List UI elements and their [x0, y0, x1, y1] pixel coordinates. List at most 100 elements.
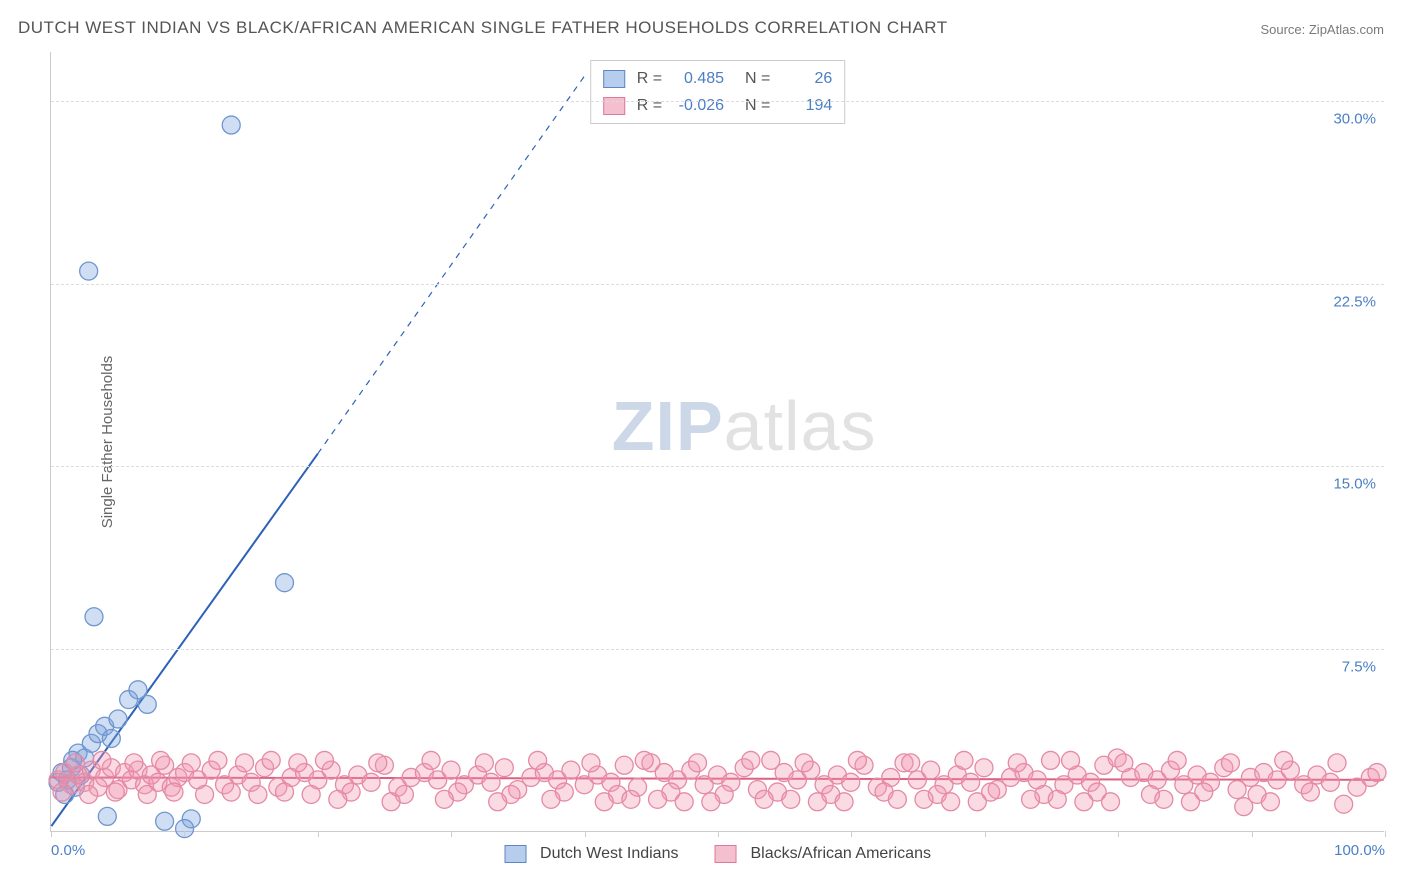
scatter-point — [482, 773, 500, 791]
source-label: Source: ZipAtlas.com — [1260, 22, 1384, 37]
scatter-point — [93, 751, 111, 769]
x-tick-mark — [718, 831, 719, 837]
legend-r-label: R = — [637, 92, 662, 119]
scatter-point — [125, 754, 143, 772]
scatter-point — [702, 793, 720, 811]
regression-legend: R = 0.485 N = 26 R = -0.026 N = 194 — [590, 60, 846, 124]
scatter-point — [1008, 754, 1026, 772]
scatter-point — [222, 116, 240, 134]
gridline — [51, 649, 1384, 650]
scatter-point — [975, 759, 993, 777]
swatch-series-1 — [603, 97, 625, 115]
scatter-svg — [51, 52, 1384, 831]
x-tick-mark — [318, 831, 319, 837]
y-tick-label: 30.0% — [1333, 110, 1376, 127]
scatter-point — [1062, 751, 1080, 769]
legend-row-series-1: R = -0.026 N = 194 — [603, 92, 833, 119]
swatch-series-0 — [603, 70, 625, 88]
x-tick-mark — [1252, 831, 1253, 837]
legend-r-value-1: -0.026 — [668, 92, 724, 119]
scatter-point — [53, 783, 71, 801]
scatter-point — [66, 754, 84, 772]
series-legend: Dutch West Indians Blacks/African Americ… — [504, 845, 931, 863]
x-tick-mark — [585, 831, 586, 837]
scatter-point — [1321, 773, 1339, 791]
legend-n-label: N = — [745, 92, 770, 119]
scatter-point — [1155, 790, 1173, 808]
scatter-point — [489, 793, 507, 811]
scatter-point — [529, 751, 547, 769]
scatter-point — [196, 785, 214, 803]
scatter-point — [649, 790, 667, 808]
scatter-point — [622, 790, 640, 808]
scatter-point — [582, 754, 600, 772]
scatter-point — [1022, 790, 1040, 808]
scatter-point — [289, 754, 307, 772]
scatter-point — [962, 773, 980, 791]
scatter-point — [1102, 793, 1120, 811]
regression-line-dashed — [318, 76, 584, 453]
scatter-point — [1368, 764, 1386, 782]
scatter-point — [182, 754, 200, 772]
scatter-point — [942, 793, 960, 811]
scatter-point — [222, 783, 240, 801]
x-tick-mark — [851, 831, 852, 837]
x-tick-mark — [184, 831, 185, 837]
x-tick-mark — [1385, 831, 1386, 837]
scatter-point — [236, 754, 254, 772]
scatter-point — [1235, 798, 1253, 816]
scatter-point — [442, 761, 460, 779]
swatch-bottom-0 — [504, 845, 526, 863]
scatter-point — [1075, 793, 1093, 811]
gridline — [51, 284, 1384, 285]
scatter-point — [382, 793, 400, 811]
legend-n-label: N = — [745, 65, 770, 92]
scatter-point — [782, 790, 800, 808]
scatter-point — [102, 730, 120, 748]
x-tick-label: 100.0% — [1334, 842, 1385, 859]
scatter-point — [362, 773, 380, 791]
scatter-point — [315, 751, 333, 769]
gridline — [51, 101, 1384, 102]
legend-item-series-1: Blacks/African Americans — [714, 845, 931, 863]
scatter-point — [276, 783, 294, 801]
scatter-point — [80, 262, 98, 280]
x-tick-mark — [1118, 831, 1119, 837]
scatter-point — [955, 751, 973, 769]
scatter-point — [1168, 751, 1186, 769]
x-tick-mark — [451, 831, 452, 837]
y-tick-label: 22.5% — [1333, 293, 1376, 310]
scatter-point — [106, 783, 124, 801]
scatter-point — [922, 761, 940, 779]
scatter-point — [968, 793, 986, 811]
x-tick-label: 0.0% — [51, 842, 85, 859]
scatter-point — [475, 754, 493, 772]
scatter-point — [888, 790, 906, 808]
legend-label-1: Blacks/African Americans — [750, 845, 931, 863]
scatter-point — [915, 790, 933, 808]
scatter-point — [85, 608, 103, 626]
scatter-point — [435, 790, 453, 808]
scatter-point — [742, 751, 760, 769]
scatter-point — [675, 793, 693, 811]
scatter-point — [1048, 790, 1066, 808]
legend-item-series-0: Dutch West Indians — [504, 845, 678, 863]
scatter-point — [209, 751, 227, 769]
scatter-point — [595, 793, 613, 811]
scatter-point — [1328, 754, 1346, 772]
swatch-bottom-1 — [714, 845, 736, 863]
scatter-point — [689, 754, 707, 772]
scatter-point — [1115, 754, 1133, 772]
scatter-point — [755, 790, 773, 808]
legend-n-value-1: 194 — [776, 92, 832, 119]
chart-container: DUTCH WEST INDIAN VS BLACK/AFRICAN AMERI… — [0, 0, 1406, 892]
scatter-point — [1181, 793, 1199, 811]
scatter-point — [848, 751, 866, 769]
scatter-point — [808, 793, 826, 811]
x-tick-mark — [51, 831, 52, 837]
scatter-point — [562, 761, 580, 779]
x-tick-mark — [985, 831, 986, 837]
scatter-point — [138, 695, 156, 713]
scatter-point — [1221, 754, 1239, 772]
scatter-point — [1261, 793, 1279, 811]
